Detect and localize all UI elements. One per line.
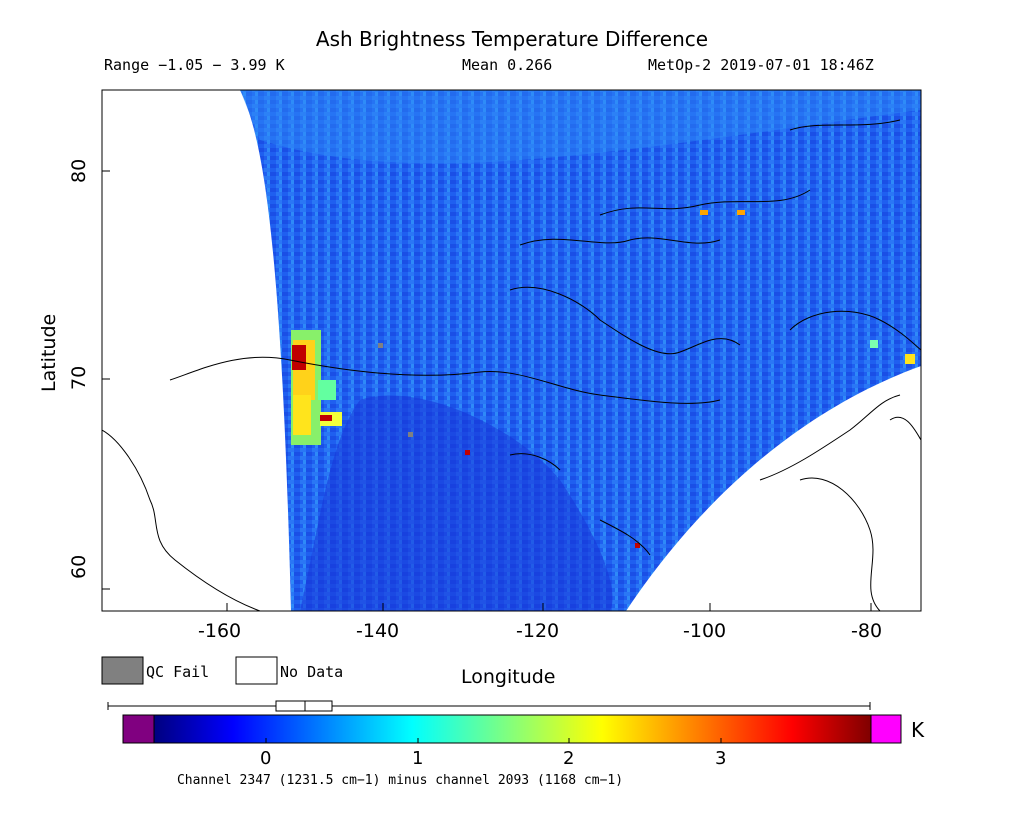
x-tick-label: -120 [516,620,560,642]
distribution-boxplot [107,700,871,712]
colorbar-tick-label: 0 [260,748,272,769]
y-axis-label: Latitude [38,313,60,392]
axis-ticks [102,170,872,611]
y-tick-label: 70 [68,365,90,390]
x-tick-label: -160 [198,620,242,642]
colorbar-tick-label: 2 [563,748,575,769]
colorbar-unit-label: K [911,718,925,742]
range-text: Range −1.05 − 3.99 K [104,56,285,74]
qc-fail-swatch [101,656,144,685]
chart-title: Ash Brightness Temperature Difference [315,27,709,51]
colorbar-tick-label: 1 [412,748,424,769]
y-tick-label: 80 [68,158,90,183]
colorbar-tick-label: 3 [715,748,727,769]
plot-frame [101,89,922,612]
mean-text: Mean 0.266 [462,56,553,74]
colorbar-under-swatch [122,714,155,744]
x-tick-label: -140 [356,620,400,642]
channel-caption: Channel 2347 (1231.5 cm−1) minus channel… [176,773,624,788]
colorbar-gradient [153,714,872,744]
y-tick-label: 60 [68,554,90,579]
no-data-label: No Data [280,663,344,681]
x-axis-label: Longitude [461,666,556,688]
x-tick-label: -100 [683,620,727,642]
ash-hotspot [291,330,342,445]
colorbar-over-swatch [870,714,902,744]
qc-fail-label: QC Fail [146,663,210,681]
swath-light-band [240,90,921,164]
swath-dark-region [300,395,613,611]
satellite-datetime-text: MetOp-2 2019-07-01 18:46Z [648,56,874,74]
x-tick-label: -80 [851,620,883,642]
coastlines [102,119,921,611]
no-data-swatch [235,656,278,685]
